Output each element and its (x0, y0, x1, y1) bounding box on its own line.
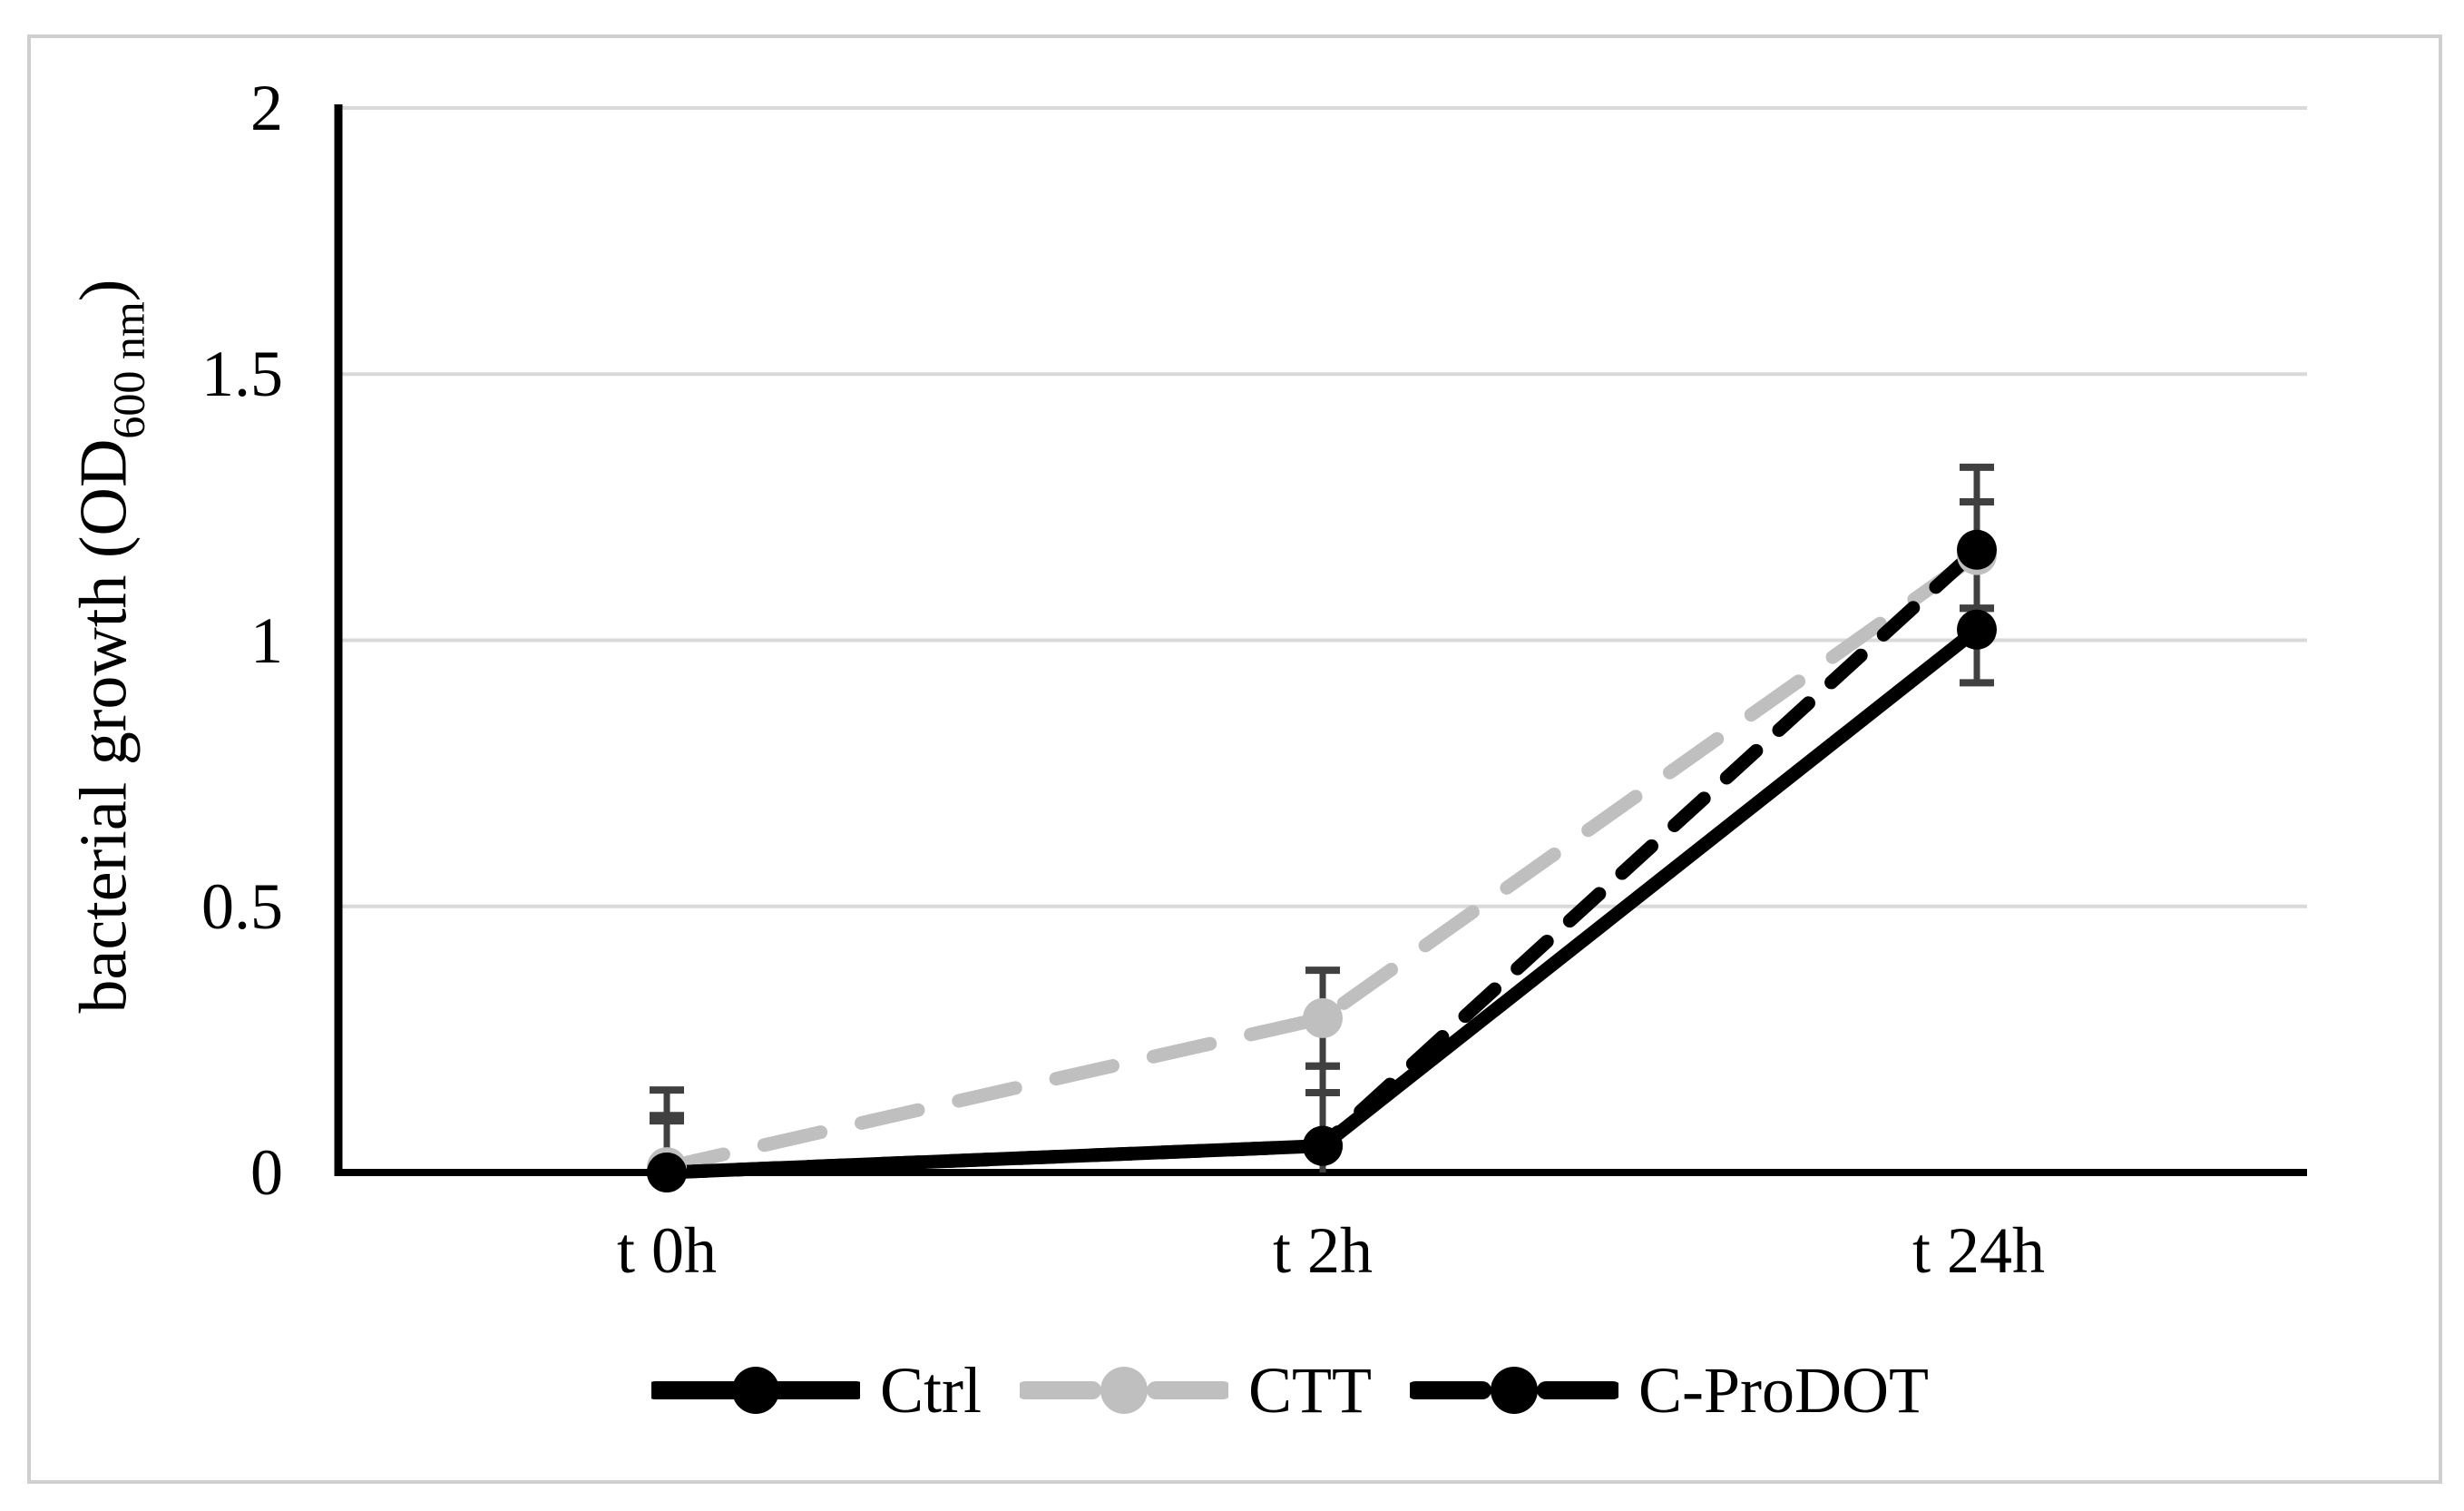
y-tick-label: 0 (250, 1136, 283, 1209)
legend-marker (1491, 1367, 1538, 1414)
legend-label-ctt: CTT (1248, 1354, 1372, 1427)
legend: Ctrl CTT C-ProDOT (651, 1352, 1929, 1428)
legend-item-ctt: CTT (1020, 1352, 1372, 1428)
x-tick-label: t 0h (616, 1214, 717, 1287)
legend-label-ctrl: Ctrl (880, 1354, 983, 1427)
y-tick-label: 2 (250, 72, 283, 144)
legend-label-cprodot: C-ProDOT (1638, 1354, 1929, 1427)
figure-border (27, 34, 2442, 1484)
legend-swatch-ctt (1020, 1367, 1229, 1414)
marker-C-ProDOT (647, 1153, 687, 1192)
legend-item-ctrl: Ctrl (651, 1352, 982, 1428)
y-axis-title-main: bacterial growth (OD (66, 438, 142, 1014)
marker-C-ProDOT (1957, 529, 1997, 570)
y-axis-title: bacterial growth (OD600 nm) (66, 279, 165, 1014)
marker-CTT (1303, 997, 1343, 1038)
y-tick-label: 0.5 (201, 870, 283, 943)
legend-marker (732, 1367, 779, 1414)
marker-C-ProDOT (1303, 1125, 1343, 1166)
legend-swatch-ctrl (651, 1367, 860, 1414)
y-tick-label: 1 (250, 604, 283, 677)
y-tick-label: 1.5 (201, 338, 283, 410)
legend-marker (1100, 1367, 1149, 1414)
marker-Ctrl (1957, 609, 1997, 650)
legend-item-cprodot: C-ProDOT (1410, 1352, 1929, 1428)
legend-swatch-cprodot (1410, 1367, 1618, 1414)
series-line-CTT (660, 548, 1984, 1174)
y-axis-title-close: ) (66, 279, 142, 302)
x-tick-label: t 24h (1912, 1214, 2045, 1287)
y-axis-title-subscript: 600 nm (103, 301, 154, 439)
x-tick-label: t 2h (1272, 1214, 1373, 1287)
